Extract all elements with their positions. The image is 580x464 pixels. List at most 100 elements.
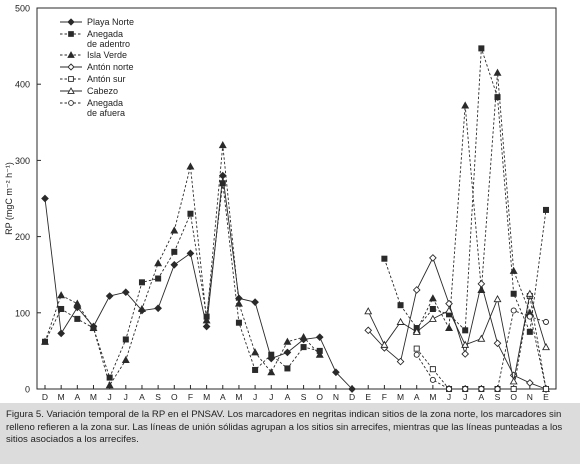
data-point <box>396 317 405 325</box>
x-tick-label: M <box>429 392 436 402</box>
x-tick-label: S <box>301 392 307 402</box>
legend-entry: Playa Norte <box>60 17 134 27</box>
data-point <box>542 342 550 351</box>
data-point <box>477 280 486 288</box>
data-point <box>283 337 292 345</box>
data-point <box>315 333 324 342</box>
x-tick-label: J <box>124 392 128 402</box>
data-point <box>41 194 49 203</box>
series-ant-n-norte <box>364 254 550 393</box>
data-point <box>445 323 453 332</box>
data-point <box>462 385 469 393</box>
data-point <box>41 337 49 345</box>
data-point <box>187 210 194 217</box>
data-point <box>526 379 534 387</box>
x-tick-label: O <box>316 392 323 402</box>
data-point <box>348 385 356 393</box>
data-point <box>509 266 518 274</box>
y-tick-label: 200 <box>15 232 30 242</box>
data-point <box>526 313 533 320</box>
data-point <box>268 351 275 358</box>
data-point <box>396 357 405 366</box>
x-tick-label: N <box>333 392 339 402</box>
data-point <box>89 323 98 332</box>
data-point <box>251 298 259 306</box>
x-tick-label: F <box>382 392 387 402</box>
data-point <box>186 249 195 258</box>
x-tick-label: D <box>42 392 48 402</box>
x-tick-label: J <box>463 392 467 402</box>
x-tick-label: A <box>414 392 420 402</box>
series-anegada-de-afuera <box>413 307 550 393</box>
x-tick-label: S <box>495 392 501 402</box>
x-tick-label: M <box>235 392 242 402</box>
data-point <box>154 304 162 313</box>
data-point <box>67 87 75 94</box>
x-tick-label: A <box>479 392 485 402</box>
data-point <box>251 348 260 356</box>
x-tick-label: D <box>349 392 355 402</box>
data-point <box>67 18 75 26</box>
x-tick-label: J <box>108 392 112 402</box>
data-point <box>478 45 485 52</box>
data-point <box>412 286 421 294</box>
data-point <box>429 376 436 383</box>
x-tick-label: O <box>510 392 517 402</box>
data-point <box>218 141 227 149</box>
data-point <box>154 259 163 267</box>
data-point <box>283 348 292 357</box>
data-point <box>413 345 420 352</box>
data-point <box>57 329 65 338</box>
data-point <box>493 294 502 303</box>
data-point <box>284 365 291 372</box>
data-point <box>171 248 178 255</box>
data-point <box>413 351 420 358</box>
data-point <box>542 318 550 325</box>
data-point <box>494 94 501 101</box>
y-tick-label: 300 <box>15 156 30 166</box>
y-tick-label: 400 <box>15 80 30 90</box>
x-tick-label: A <box>74 392 80 402</box>
x-tick-label: N <box>527 392 533 402</box>
data-point <box>412 327 421 335</box>
x-tick-label: F <box>188 392 193 402</box>
y-tick-label: 500 <box>15 4 30 14</box>
data-point <box>218 171 227 180</box>
data-point <box>477 334 486 342</box>
data-point <box>478 385 485 393</box>
data-point <box>446 385 453 393</box>
data-point <box>155 275 162 282</box>
x-tick-label: J <box>253 392 257 402</box>
data-point <box>428 314 437 322</box>
data-point <box>121 288 130 297</box>
data-point <box>510 385 517 393</box>
legend-label: Antón norte <box>87 62 134 72</box>
x-tick-label: J <box>269 392 273 402</box>
data-point <box>445 306 453 314</box>
data-point <box>106 374 113 381</box>
data-point <box>364 307 373 315</box>
series-line <box>367 256 547 390</box>
data-point <box>74 315 81 322</box>
data-point <box>509 377 518 385</box>
data-point <box>68 100 74 106</box>
data-point <box>428 294 437 302</box>
y-axis-label: RP (mgC m⁻² h⁻¹) <box>4 162 14 235</box>
data-point <box>525 289 534 297</box>
series-line <box>44 145 321 387</box>
data-point <box>105 292 114 300</box>
data-point <box>462 327 469 334</box>
data-point <box>122 336 129 343</box>
legend-entry: Antón norte <box>60 62 134 72</box>
x-tick-label: O <box>171 392 178 402</box>
data-point <box>429 254 437 262</box>
data-point <box>461 350 470 358</box>
data-point <box>493 339 502 348</box>
data-point <box>170 226 179 234</box>
data-point <box>138 279 145 286</box>
data-point <box>510 290 517 297</box>
data-point <box>429 305 436 312</box>
